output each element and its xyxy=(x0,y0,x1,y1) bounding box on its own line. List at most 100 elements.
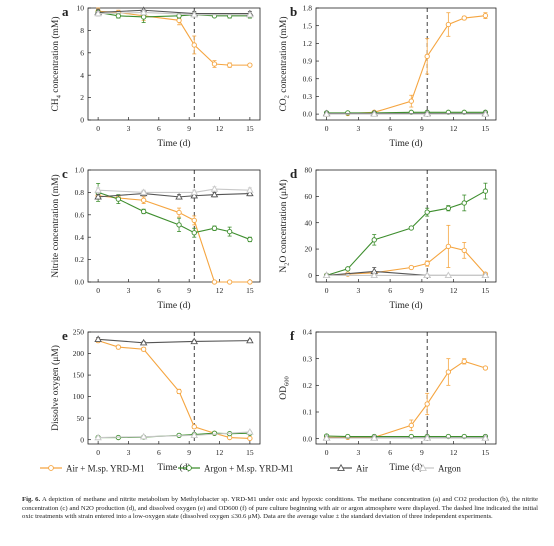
data-point xyxy=(140,14,147,20)
data-point xyxy=(408,422,414,428)
x-tick-label: 9 xyxy=(420,124,424,133)
y-tick-label: 0.3 xyxy=(303,92,313,101)
data-point xyxy=(482,365,489,371)
series-argon xyxy=(322,271,490,279)
y-tick-label: 80 xyxy=(305,166,313,175)
y-tick-label: 50 xyxy=(77,414,85,423)
data-point xyxy=(445,369,452,375)
data-point xyxy=(246,10,254,18)
plot-frame xyxy=(315,7,497,121)
y-axis-label: Nitrite concentration (mM) xyxy=(50,174,61,277)
x-tick-label: 9 xyxy=(420,448,424,457)
data-point xyxy=(370,271,379,279)
plot-frame xyxy=(87,331,261,445)
x-tick-label: 0 xyxy=(96,124,100,133)
data-point xyxy=(139,432,148,440)
x-tick-label: 12 xyxy=(450,448,458,457)
legend-label: Air + M.sp. YRD-M1 xyxy=(66,464,145,474)
x-tick-label: 15 xyxy=(246,286,254,295)
x-tick-label: 3 xyxy=(356,286,360,295)
x-tick-label: 15 xyxy=(482,448,490,457)
series-argon xyxy=(322,110,490,117)
y-tick-label: 0.0 xyxy=(303,110,313,119)
data-point xyxy=(190,337,199,345)
x-axis-label: Time (d) xyxy=(389,138,422,149)
y-tick-label: 250 xyxy=(73,328,85,337)
data-point xyxy=(246,186,254,193)
caption-text: A depiction of methane and nitrite metab… xyxy=(22,496,538,521)
data-point xyxy=(211,61,218,67)
data-point xyxy=(226,62,233,68)
x-tick-label: 6 xyxy=(388,124,392,133)
x-tick-label: 0 xyxy=(96,286,100,295)
panel-letter: b xyxy=(290,4,297,19)
plot-frame xyxy=(87,7,261,121)
series-air-m-sp-yrd-m1 xyxy=(323,358,489,440)
series-line xyxy=(326,190,486,276)
data-point xyxy=(424,401,430,407)
x-axis-label: Time (d) xyxy=(389,462,422,473)
data-point xyxy=(461,15,467,21)
x-tick-label: 15 xyxy=(482,286,490,295)
series-air-m-sp-yrd-m1 xyxy=(95,337,253,442)
y-tick-label: 150 xyxy=(73,371,85,380)
legend: Air + M.sp. YRD-M1 Argon + M.sp. YRD-M1 Ai… xyxy=(40,464,461,474)
data-point xyxy=(247,62,253,68)
data-point xyxy=(408,225,414,231)
data-point xyxy=(140,346,147,352)
panel-letter: e xyxy=(62,328,68,343)
plot-frame xyxy=(87,169,261,283)
data-point xyxy=(191,424,197,430)
data-point xyxy=(444,271,453,279)
data-point xyxy=(211,279,218,285)
data-point xyxy=(115,13,122,19)
series-air xyxy=(94,335,254,346)
data-point xyxy=(191,230,197,236)
panel-a: a 0 3 6 9 12 15 Time (d) 0 2 4 6 8 10 CH4 concentratio… xyxy=(50,4,261,149)
data-point xyxy=(191,217,197,224)
data-point xyxy=(94,9,102,17)
series-line xyxy=(98,11,250,16)
series-argon xyxy=(94,8,254,18)
data-point xyxy=(247,279,253,285)
data-point xyxy=(140,208,147,215)
y-tick-label: 0.9 xyxy=(303,57,313,66)
legend-item: Argon + M.sp. YRD-M1 xyxy=(178,464,293,474)
data-point xyxy=(408,264,414,271)
x-tick-label: 15 xyxy=(246,124,254,133)
data-point xyxy=(190,10,199,18)
data-point xyxy=(139,338,148,346)
data-point xyxy=(370,434,379,441)
series-line xyxy=(326,270,486,276)
panel-e: e 0 3 6 9 12 15 Time (d) 0 50 100 150 200 250 Dissolve… xyxy=(50,328,261,473)
data-point xyxy=(191,42,197,48)
data-point xyxy=(445,205,452,211)
y-tick-label: 0.2 xyxy=(303,381,313,390)
legend-item: Air xyxy=(330,464,368,474)
x-tick-label: 3 xyxy=(356,448,360,457)
series-argon-m-sp-yrd-m1 xyxy=(323,182,489,279)
data-point xyxy=(481,110,490,117)
data-point xyxy=(423,434,431,441)
y-tick-label: 0.1 xyxy=(303,408,313,417)
y-tick-label: 0 xyxy=(80,116,84,125)
panel-letter: c xyxy=(62,166,68,181)
legend-item: Argon xyxy=(412,464,461,474)
data-point xyxy=(190,191,199,199)
data-point xyxy=(424,209,430,215)
data-point xyxy=(94,335,102,342)
data-point xyxy=(482,13,489,19)
data-point xyxy=(176,209,182,216)
legend-marker xyxy=(186,465,192,471)
data-point xyxy=(424,260,430,267)
y-tick-label: 0.4 xyxy=(75,233,85,242)
x-tick-label: 3 xyxy=(356,124,360,133)
data-point xyxy=(461,247,467,254)
y-tick-label: 20 xyxy=(305,245,313,254)
x-tick-label: 6 xyxy=(157,448,161,457)
x-tick-label: 0 xyxy=(96,448,100,457)
y-tick-label: 0.6 xyxy=(303,74,313,83)
x-tick-label: 3 xyxy=(127,448,131,457)
x-axis-label: Time (d) xyxy=(389,300,422,311)
